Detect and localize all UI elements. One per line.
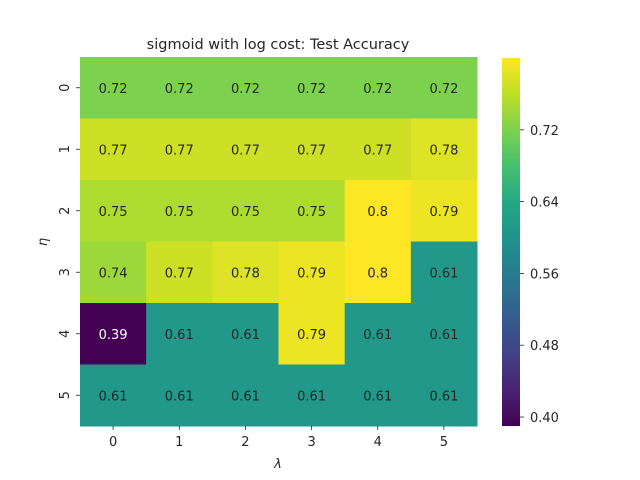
cell-value-label: 0.77 <box>231 143 260 158</box>
cell-value-label: 0.8 <box>367 205 388 220</box>
heatmap-cell <box>146 118 213 181</box>
x-tick-label: 4 <box>374 435 382 450</box>
cell-value-label: 0.72 <box>165 82 194 97</box>
cell-value-label: 0.77 <box>165 266 194 281</box>
heatmap-cell <box>278 180 346 242</box>
cell-value-label: 0.61 <box>429 389 458 404</box>
heatmap-cell <box>80 364 147 427</box>
chart-title: sigmoid with log cost: Test Accuracy <box>147 37 410 53</box>
cell-value-label: 0.61 <box>231 328 260 343</box>
heatmap-cell <box>278 57 346 119</box>
heatmap-cell <box>146 57 213 119</box>
colorbar-tick-label: 0.72 <box>530 124 559 139</box>
x-tick-label: 0 <box>109 435 117 450</box>
x-tick-label: 5 <box>440 435 448 450</box>
cell-value-label: 0.39 <box>99 328 128 343</box>
cell-value-label: 0.72 <box>297 82 326 97</box>
heatmap-cell <box>80 118 147 181</box>
heatmap-cell <box>344 180 412 242</box>
cell-value-label: 0.79 <box>297 266 326 281</box>
heatmap-cell <box>146 364 213 427</box>
cell-value-label: 0.77 <box>165 143 194 158</box>
cell-value-label: 0.72 <box>363 82 392 97</box>
heatmap-cell <box>278 118 346 181</box>
cell-value-label: 0.61 <box>429 328 458 343</box>
cell-value-label: 0.75 <box>165 205 194 220</box>
cell-value-label: 0.72 <box>231 82 260 97</box>
heatmap-cell <box>410 241 478 304</box>
colorbar <box>502 58 520 426</box>
heatmap-cell <box>344 241 412 304</box>
heatmap-cell <box>344 364 412 427</box>
heatmap-cell <box>344 118 412 181</box>
cell-value-label: 0.61 <box>429 266 458 281</box>
cell-value-label: 0.8 <box>367 266 388 281</box>
cell-value-label: 0.74 <box>99 266 128 281</box>
cell-value-label: 0.75 <box>231 205 260 220</box>
heatmap-cell <box>146 241 213 304</box>
cell-value-label: 0.75 <box>297 205 326 220</box>
heatmap-cell <box>80 303 147 365</box>
heatmap-cell <box>410 303 478 365</box>
heatmap-cell <box>278 364 346 427</box>
heatmap-cell <box>80 57 147 119</box>
y-tick-label: 1 <box>58 145 73 153</box>
cell-value-label: 0.72 <box>429 82 458 97</box>
heatmap-cell <box>212 57 279 119</box>
colorbar-tick-label: 0.40 <box>530 411 559 426</box>
heatmap-cells <box>80 57 478 427</box>
heatmap-cell <box>410 118 478 181</box>
cell-value-label: 0.77 <box>363 143 392 158</box>
x-tick-label: 1 <box>175 435 183 450</box>
cell-value-label: 0.72 <box>99 82 128 97</box>
x-tick-label: 3 <box>307 435 315 450</box>
colorbar-tick-label: 0.48 <box>530 339 559 354</box>
cell-value-label: 0.79 <box>429 205 458 220</box>
cell-value-label: 0.61 <box>363 389 392 404</box>
cell-value-label: 0.61 <box>165 389 194 404</box>
heatmap-cell <box>344 303 412 365</box>
heatmap-cell <box>146 303 213 365</box>
y-tick-label: 3 <box>58 268 73 276</box>
x-axis-ticks: 0 1 2 3 4 5 <box>109 426 448 450</box>
cell-value-label: 0.78 <box>429 143 458 158</box>
heatmap-cell <box>344 57 412 119</box>
heatmap-cell <box>410 364 478 427</box>
cell-value-label: 0.77 <box>297 143 326 158</box>
heatmap-cell <box>278 241 346 304</box>
heatmap-cell <box>278 303 346 365</box>
x-axis-label: λ <box>273 457 282 472</box>
cell-value-label: 0.61 <box>363 328 392 343</box>
cell-value-label: 0.75 <box>99 205 128 220</box>
cell-value-label: 0.61 <box>297 389 326 404</box>
heatmap-cell <box>212 303 279 365</box>
colorbar-tick-label: 0.56 <box>530 267 559 282</box>
heatmap-cell <box>80 241 147 304</box>
y-axis-ticks: 0 1 2 3 4 5 <box>58 84 80 399</box>
heatmap-cell <box>80 180 147 242</box>
heatmap-cell <box>410 57 478 119</box>
y-tick-label: 5 <box>58 391 73 399</box>
cell-value-label: 0.79 <box>297 328 326 343</box>
heatmap-cell <box>212 180 279 242</box>
heatmap-cell <box>410 180 478 242</box>
x-tick-label: 2 <box>241 435 249 450</box>
colorbar-tick-label: 0.64 <box>530 196 559 211</box>
y-tick-label: 2 <box>58 207 73 215</box>
cell-value-label: 0.61 <box>99 389 128 404</box>
heatmap-cell <box>212 118 279 181</box>
heatmap-cell <box>212 241 279 304</box>
cell-value-label: 0.77 <box>99 143 128 158</box>
cell-value-label: 0.78 <box>231 266 260 281</box>
cell-value-label: 0.61 <box>165 328 194 343</box>
heatmap-cell <box>146 180 213 242</box>
cell-value-label: 0.61 <box>231 389 260 404</box>
y-axis-label: η <box>36 238 51 246</box>
y-tick-label: 0 <box>58 84 73 92</box>
colorbar-ticks: 0.40 0.48 0.56 0.64 0.72 <box>520 124 559 426</box>
heatmap-cell-labels: 0.72 0.72 0.72 0.72 0.72 0.72 0.77 0.77 0.77 0.77… <box>99 82 459 405</box>
y-tick-label: 4 <box>58 330 73 338</box>
heatmap-cell <box>212 364 279 427</box>
